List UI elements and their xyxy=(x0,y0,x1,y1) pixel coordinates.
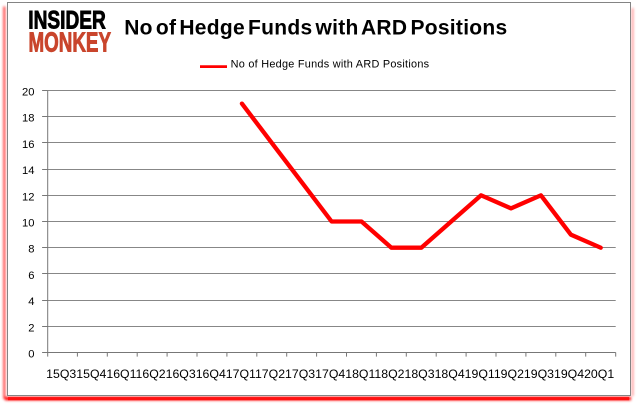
svg-text:10: 10 xyxy=(22,218,34,230)
svg-text:MONKEY: MONKEY xyxy=(29,27,112,58)
svg-text:6: 6 xyxy=(28,270,34,282)
svg-text:INSIDER: INSIDER xyxy=(28,6,106,34)
svg-text:No of Hedge Funds with ARD Pos: No of Hedge Funds with ARD Positions xyxy=(231,59,430,71)
svg-text:12: 12 xyxy=(22,191,34,203)
svg-text:No of Hedge Funds with ARD Pos: No of Hedge Funds with ARD Positions xyxy=(124,17,507,40)
svg-text:14: 14 xyxy=(22,165,34,177)
svg-text:4: 4 xyxy=(28,296,34,308)
svg-text:0: 0 xyxy=(28,349,34,361)
svg-text:18: 18 xyxy=(22,113,34,125)
svg-text:16: 16 xyxy=(22,139,34,151)
svg-text:2: 2 xyxy=(28,322,34,334)
svg-text:8: 8 xyxy=(28,244,34,256)
svg-text:20: 20 xyxy=(22,87,34,99)
svg-text:15Q315Q416Q116Q216Q316Q417Q117: 15Q315Q416Q116Q216Q316Q417Q117Q217Q317Q4… xyxy=(46,367,614,381)
